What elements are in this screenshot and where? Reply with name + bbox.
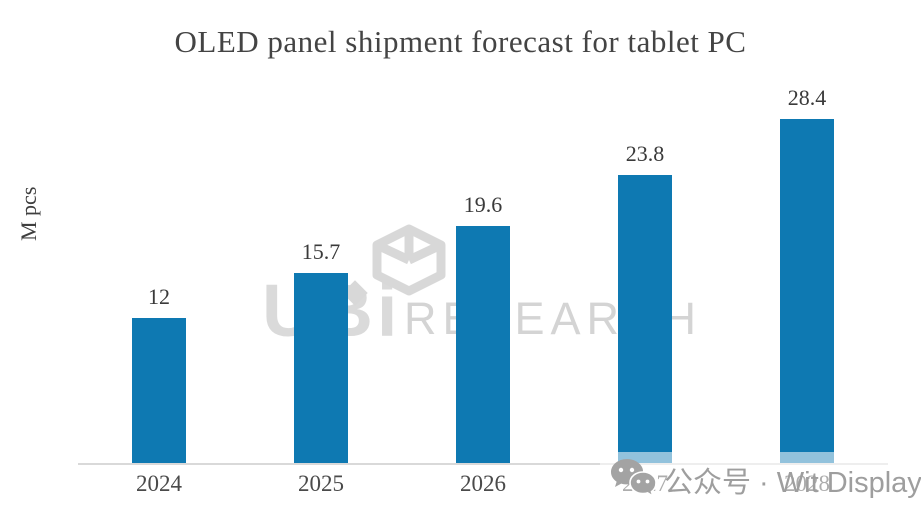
bar-value-label: 15.7 <box>301 239 341 264</box>
x-tick-label: 2024 <box>136 471 182 496</box>
y-axis-label: M pcs <box>16 186 41 242</box>
bar <box>456 226 510 463</box>
wechat-watermark: 公众号 · Wit Display <box>600 452 921 508</box>
bar-value-label: 28.4 <box>787 85 827 110</box>
bar <box>294 273 348 463</box>
plot-area: 12 15.7 19.6 23.8 28.4 <box>78 85 888 465</box>
bar-group: 12 <box>78 85 240 463</box>
wechat-watermark-text: 公众号 · Wit Display <box>664 467 921 499</box>
bar <box>780 119 834 463</box>
bar-value-label: 19.6 <box>463 192 503 217</box>
bar-group: 28.4 <box>726 85 888 463</box>
x-tick-label: 2025 <box>298 471 344 496</box>
bar-group: 15.7 <box>240 85 402 463</box>
bar-value-label: 23.8 <box>625 141 665 166</box>
bar <box>618 175 672 463</box>
bar-value-label: 12 <box>148 284 170 309</box>
bar-group: 23.8 <box>564 85 726 463</box>
bar-group: 19.6 <box>402 85 564 463</box>
x-tick-label: 2026 <box>460 471 506 496</box>
bar <box>132 318 186 463</box>
wechat-icon <box>610 457 657 504</box>
chart-title: OLED panel shipment forecast for tablet … <box>174 24 747 59</box>
